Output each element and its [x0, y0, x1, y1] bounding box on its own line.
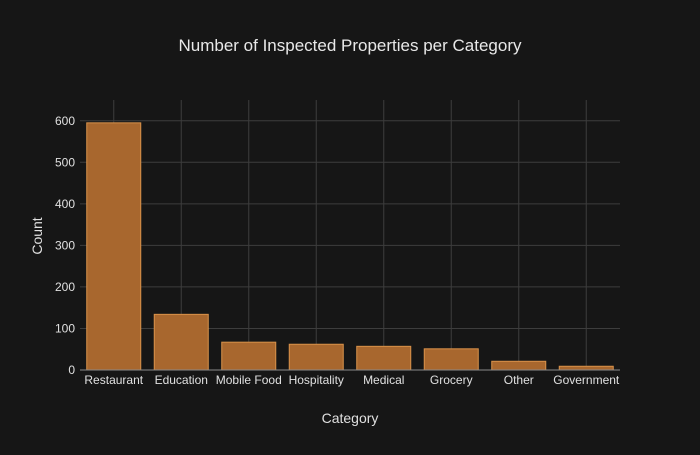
- bar-mobile-food: [221, 341, 277, 371]
- y-tick-label: 100: [55, 321, 75, 335]
- y-tick-label: 200: [55, 280, 75, 294]
- bar-restaurant: [86, 122, 142, 371]
- x-axis-label: Category: [322, 410, 379, 426]
- y-tick-label: 400: [55, 197, 75, 211]
- bar-grocery: [423, 348, 479, 371]
- x-tick-label: Grocery: [430, 373, 473, 387]
- bar-other: [491, 360, 547, 371]
- x-tick-label: Restaurant: [84, 373, 143, 387]
- bar-hospitality: [288, 343, 344, 371]
- grid-lines: [80, 100, 620, 370]
- x-tick-label: Hospitality: [289, 373, 344, 387]
- x-tick-label: Education: [155, 373, 208, 387]
- x-tick-label: Medical: [363, 373, 404, 387]
- chart-title: Number of Inspected Properties per Categ…: [178, 36, 522, 55]
- bar-government: [558, 365, 614, 371]
- bar-education: [153, 313, 209, 371]
- y-tick-label: 0: [68, 363, 75, 377]
- x-tick-label: Other: [504, 373, 534, 387]
- axes: 0 100 200 300 400 500 600 Restaurant Education Mo…: [55, 114, 620, 387]
- y-tick-label: 600: [55, 114, 75, 128]
- y-tick-label: 500: [55, 155, 75, 169]
- x-tick-label: Mobile Food: [216, 373, 282, 387]
- bar-medical: [356, 345, 412, 371]
- bars: [86, 122, 614, 371]
- y-axis-label: Count: [29, 217, 45, 254]
- y-tick-label: 300: [55, 238, 75, 252]
- x-tick-label: Government: [553, 373, 620, 387]
